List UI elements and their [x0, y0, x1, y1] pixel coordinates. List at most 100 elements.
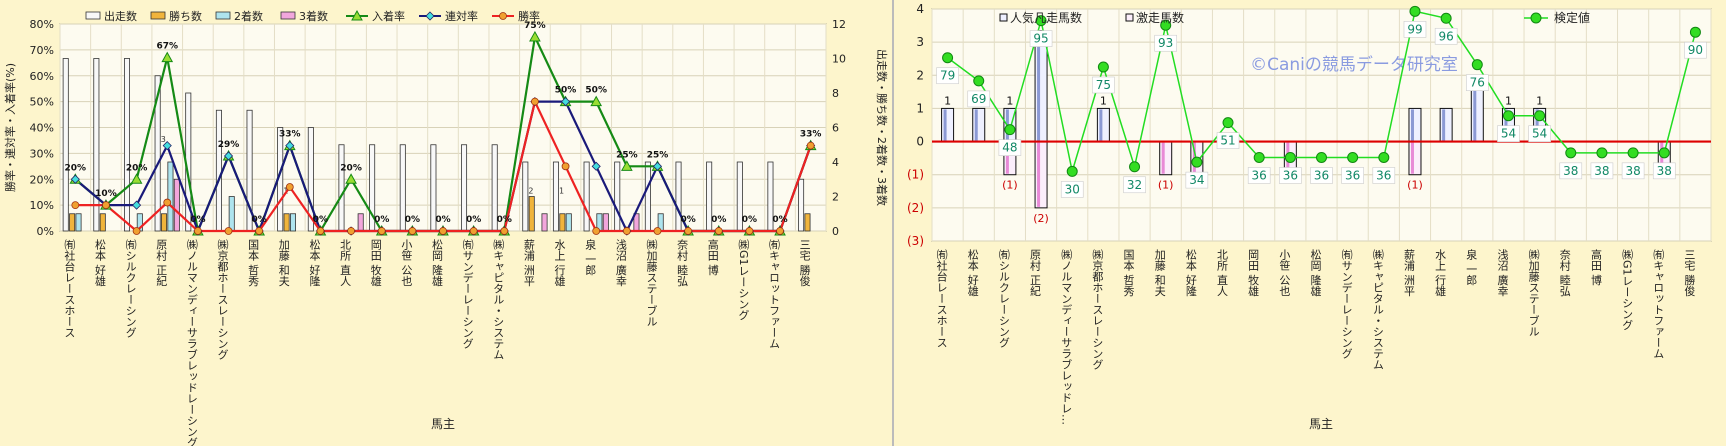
value-label-box: [1310, 167, 1333, 184]
bar-出走数: [307, 127, 314, 232]
y-tick-label: 2: [916, 68, 924, 82]
legend-label: 連対率: [445, 9, 478, 23]
bar-negative: [1159, 141, 1173, 176]
marker-勝率: [193, 227, 202, 235]
bar-negative-shade: [1660, 142, 1664, 174]
rate-data-label: 0%: [435, 215, 450, 225]
marker-検定値: [1284, 151, 1296, 163]
value-label-box: [1279, 167, 1302, 184]
bar-bottom-label: (1): [1158, 179, 1174, 192]
category-label: ㈲シルクレーシング: [124, 239, 137, 338]
test-value-label: 36: [1376, 168, 1391, 182]
marker-勝率: [745, 227, 754, 235]
bar-positive-shade: [1410, 109, 1414, 141]
bar-negative-shade: [1037, 142, 1041, 207]
test-value-label: 38: [1563, 164, 1578, 178]
bar-勝ち数: [559, 213, 566, 232]
y-tick-label: (1): [907, 168, 924, 182]
legend-label: 人気凡走馬数: [1010, 10, 1082, 25]
bar-3着数: [602, 213, 609, 232]
test-value-label: 76: [1470, 76, 1485, 90]
bar-top-label: 1: [1006, 94, 1013, 107]
category-label: 北所 直人: [339, 239, 352, 287]
marker-勝率: [469, 227, 478, 235]
bar-positive: [1034, 41, 1048, 143]
value-label-box: [936, 67, 959, 85]
rate-data-label: 33%: [279, 130, 301, 140]
marker-検定値: [1658, 147, 1670, 159]
test-value-label: 54: [1501, 127, 1516, 141]
category-label: 浅沼 廣幸: [614, 239, 627, 287]
rate-data-label: 25%: [647, 150, 669, 160]
bar-2着数: [167, 161, 174, 232]
y-tick-label: (3): [907, 234, 924, 248]
category-label: 北所 直人: [1216, 249, 1229, 297]
legend-swatch: [999, 13, 1008, 22]
value-label-box: [1092, 76, 1115, 94]
bar-negative-shade: [1410, 142, 1414, 174]
category-label: ㈱加藤ステーブル: [1527, 249, 1540, 337]
test-value-label: 54: [1532, 127, 1547, 141]
category-label: ㈲キャロットファーム: [1652, 249, 1665, 359]
bar-出走数: [338, 144, 345, 232]
category-label: 水上 行雄: [1434, 249, 1447, 297]
category-label: 松本 好雄: [93, 238, 106, 287]
category-label: 奈村 睦弘: [1558, 248, 1571, 297]
bar-2着数: [228, 196, 235, 232]
marker-連対率: [285, 141, 295, 151]
rate-data-label: 0%: [497, 215, 512, 225]
bar-negative: [1408, 141, 1422, 176]
test-value-label: 38: [1657, 164, 1672, 178]
category-label: 松本 好隆: [308, 238, 321, 287]
legend-label: 入着率: [372, 9, 405, 23]
marker-勝率: [776, 227, 784, 235]
bar-negative: [1034, 141, 1048, 209]
category-label: ㈲社台レースホース: [935, 249, 948, 348]
rate-data-label: 10%: [95, 189, 117, 199]
marker-検定値: [1627, 147, 1639, 159]
rate-data-label: 0%: [405, 215, 420, 225]
rate-data-label: 50%: [585, 86, 607, 96]
marker-勝率: [163, 198, 172, 207]
bar-2着数: [75, 213, 82, 232]
category-label: ㈱G1レーシング: [737, 239, 750, 321]
marker-勝率: [224, 227, 233, 235]
marker-入着率: [620, 160, 633, 171]
category-label: ㈱キャピタル・システム: [1371, 249, 1384, 370]
legend-marker: [1530, 12, 1542, 24]
bar-positive-shade: [1535, 109, 1539, 141]
marker-検定値: [1035, 15, 1047, 27]
bar-出走数: [154, 75, 161, 232]
y-tick-label: (2): [907, 201, 924, 215]
bar-出走数: [215, 109, 222, 232]
rate-data-label: 0%: [466, 215, 481, 225]
marker-検定値: [1253, 151, 1265, 163]
value-label-box: [1060, 181, 1084, 198]
value-label-box: [1341, 167, 1364, 184]
test-value-label: 38: [1594, 164, 1609, 178]
test-value-label: 96: [1438, 29, 1453, 43]
rate-data-label: 75%: [524, 21, 546, 31]
bar-positive-shade: [1037, 43, 1041, 141]
marker-勝率: [255, 227, 264, 235]
marker-検定値: [1066, 165, 1078, 177]
test-value-label: 90: [1688, 43, 1703, 57]
value-label-box: [1247, 167, 1271, 184]
value-label-box: [967, 90, 991, 108]
marker-検定値: [1471, 59, 1483, 71]
legend-swatch: [280, 11, 296, 20]
legend-label: 3着数: [299, 9, 328, 23]
category-label: ㈱京都ホースレーシング: [1091, 249, 1104, 370]
test-value-label: 48: [1002, 141, 1017, 155]
legend-swatch: [215, 11, 231, 20]
left-tick-label: 20%: [30, 173, 54, 186]
right-axis-title: 出走数・勝ち数・2着数・3着数: [875, 49, 889, 206]
marker-勝率: [653, 227, 662, 235]
left-axis-title: 勝率・連対率・入着率(%): [3, 63, 17, 192]
test-value-label: 69: [971, 92, 986, 106]
bar-top-label: 1: [944, 94, 951, 107]
marker-勝率: [684, 227, 693, 235]
marker-勝率: [561, 162, 570, 171]
y-tick-label: 1: [916, 101, 924, 115]
bar-top-label: 1: [1536, 94, 1543, 107]
